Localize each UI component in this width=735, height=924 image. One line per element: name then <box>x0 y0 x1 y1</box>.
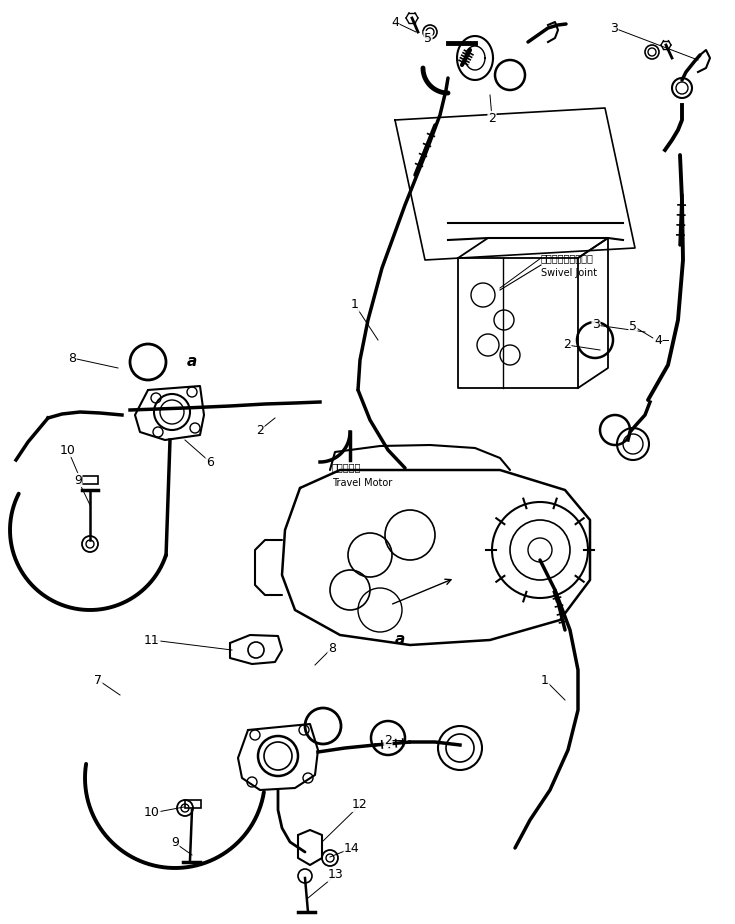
Text: 5: 5 <box>629 320 637 333</box>
Text: Swivel Joint: Swivel Joint <box>541 268 597 278</box>
Text: 7: 7 <box>94 674 102 687</box>
Text: 4: 4 <box>654 334 662 346</box>
Text: 2: 2 <box>488 112 496 125</box>
Bar <box>82 476 98 484</box>
Text: 9: 9 <box>74 473 82 487</box>
Text: 14: 14 <box>344 842 360 855</box>
Bar <box>185 800 201 808</box>
Text: 9: 9 <box>171 836 179 849</box>
Text: 2: 2 <box>256 423 264 436</box>
Text: 2: 2 <box>384 734 392 747</box>
Text: 1: 1 <box>351 298 359 311</box>
Text: a: a <box>187 355 197 370</box>
Text: 8: 8 <box>68 351 76 364</box>
Text: a: a <box>395 633 405 648</box>
Text: 13: 13 <box>328 869 344 881</box>
Text: 8: 8 <box>328 641 336 654</box>
Text: 10: 10 <box>60 444 76 456</box>
Text: 12: 12 <box>352 798 368 811</box>
Text: Travel Motor: Travel Motor <box>332 478 392 488</box>
Text: 走行モータ: 走行モータ <box>332 462 362 472</box>
Text: 1: 1 <box>541 674 549 687</box>
Text: 3: 3 <box>610 21 618 34</box>
Text: 4: 4 <box>391 16 399 29</box>
Text: 11: 11 <box>144 634 160 647</box>
Text: スイベルジョイント: スイベルジョイント <box>541 253 594 263</box>
Text: 10: 10 <box>144 807 160 820</box>
Text: 5: 5 <box>424 31 432 44</box>
Text: 2: 2 <box>563 338 571 351</box>
Text: 6: 6 <box>206 456 214 468</box>
Text: 3: 3 <box>592 319 600 332</box>
